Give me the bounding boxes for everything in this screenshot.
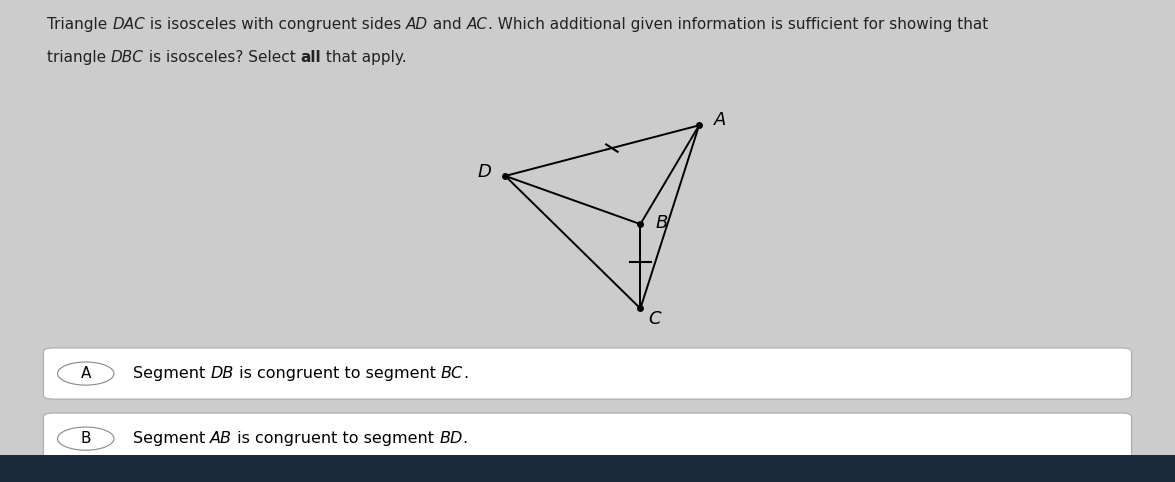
Text: AD: AD: [407, 17, 428, 32]
Text: BC: BC: [441, 366, 463, 381]
Text: B: B: [656, 214, 667, 232]
Text: AB: AB: [210, 431, 233, 446]
Text: Segment: Segment: [133, 366, 210, 381]
Text: Segment: Segment: [133, 431, 210, 446]
Text: .: .: [463, 366, 468, 381]
Text: is isosceles? Select: is isosceles? Select: [143, 50, 301, 65]
Circle shape: [58, 427, 114, 450]
Text: A: A: [81, 366, 90, 381]
FancyBboxPatch shape: [43, 413, 1132, 464]
Circle shape: [58, 362, 114, 385]
Text: A: A: [714, 110, 726, 129]
FancyBboxPatch shape: [43, 348, 1132, 399]
Text: all: all: [301, 50, 321, 65]
Text: is congruent to segment: is congruent to segment: [233, 431, 439, 446]
Text: is isosceles with congruent sides: is isosceles with congruent sides: [145, 17, 407, 32]
Text: DB: DB: [210, 366, 234, 381]
Text: is congruent to segment: is congruent to segment: [234, 366, 441, 381]
Text: BD: BD: [439, 431, 463, 446]
Text: B: B: [81, 431, 90, 446]
Text: Triangle: Triangle: [47, 17, 112, 32]
FancyBboxPatch shape: [0, 455, 1175, 482]
Text: DBC: DBC: [110, 50, 143, 65]
Text: DAC: DAC: [112, 17, 145, 32]
Text: triangle: triangle: [47, 50, 110, 65]
Text: that apply.: that apply.: [321, 50, 407, 65]
Text: .: .: [463, 431, 468, 446]
Text: D: D: [477, 163, 491, 181]
Text: C: C: [649, 310, 660, 328]
Text: AC: AC: [466, 17, 488, 32]
Text: . Which additional given information is sufficient for showing that: . Which additional given information is …: [488, 17, 988, 32]
Text: and: and: [428, 17, 466, 32]
